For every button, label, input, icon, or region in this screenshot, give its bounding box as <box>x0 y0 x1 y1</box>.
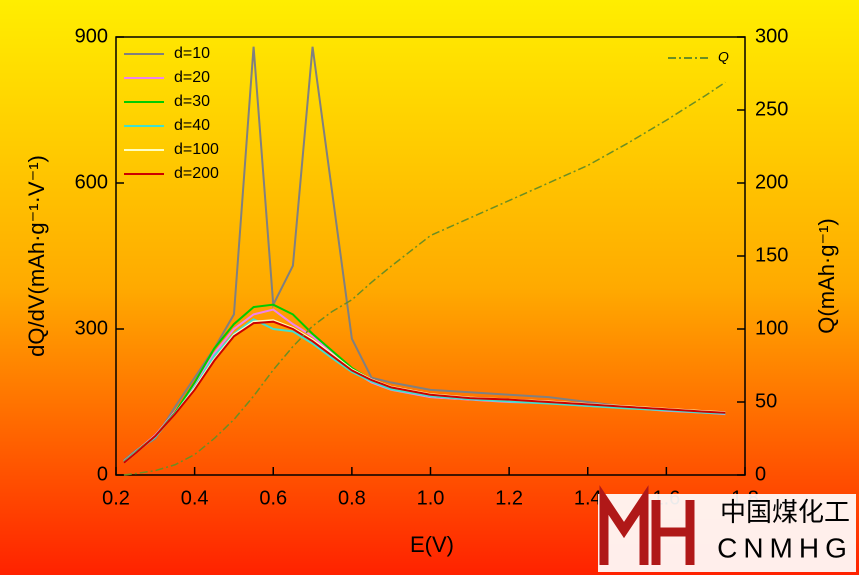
data-line <box>123 81 726 476</box>
data-line <box>123 320 726 464</box>
x-tick-label: 0.6 <box>259 487 287 509</box>
watermark-text: CNMHG <box>717 532 853 563</box>
y2-tick-label: 100 <box>755 317 788 339</box>
watermark: 中国煤化工 CNMHG <box>598 485 856 572</box>
y-axis-label: dQ/dV(mAh·g⁻¹·V⁻¹) <box>24 155 49 357</box>
watermark-logo <box>599 485 695 565</box>
y-tick-label: 0 <box>97 463 108 485</box>
y-tick-label: 600 <box>75 171 108 193</box>
y2-tick-label: 150 <box>755 244 788 266</box>
legend-label: d=10 <box>174 45 210 62</box>
y-tick-label: 900 <box>75 25 108 47</box>
legend-label: d=200 <box>174 165 219 182</box>
y2-tick-label: 200 <box>755 171 788 193</box>
y-tick-label: 300 <box>75 317 108 339</box>
watermark-text: 中国煤化工 <box>720 497 850 527</box>
x-tick-label: 0.2 <box>102 487 130 509</box>
x-tick-label: 0.4 <box>181 487 209 509</box>
y2-tick-label: 250 <box>755 98 788 120</box>
legend-label: Q <box>718 49 729 65</box>
y2-tick-label: 50 <box>755 390 777 412</box>
data-line <box>123 46 726 462</box>
legend-label: d=100 <box>174 141 219 158</box>
x-tick-label: 1.4 <box>574 487 602 509</box>
x-tick-label: 1.0 <box>417 487 445 509</box>
x-tick-label: 1.2 <box>495 487 523 509</box>
legend-label: d=20 <box>174 69 210 86</box>
legend-label: d=40 <box>174 117 210 134</box>
y2-tick-label: 300 <box>755 25 788 47</box>
x-axis-label: E(V) <box>410 532 454 557</box>
y2-axis-label: Q(mAh·g⁻¹) <box>814 218 839 334</box>
legend-label: d=30 <box>174 93 210 110</box>
x-tick-label: 0.8 <box>338 487 366 509</box>
y2-tick-label: 0 <box>755 463 766 485</box>
